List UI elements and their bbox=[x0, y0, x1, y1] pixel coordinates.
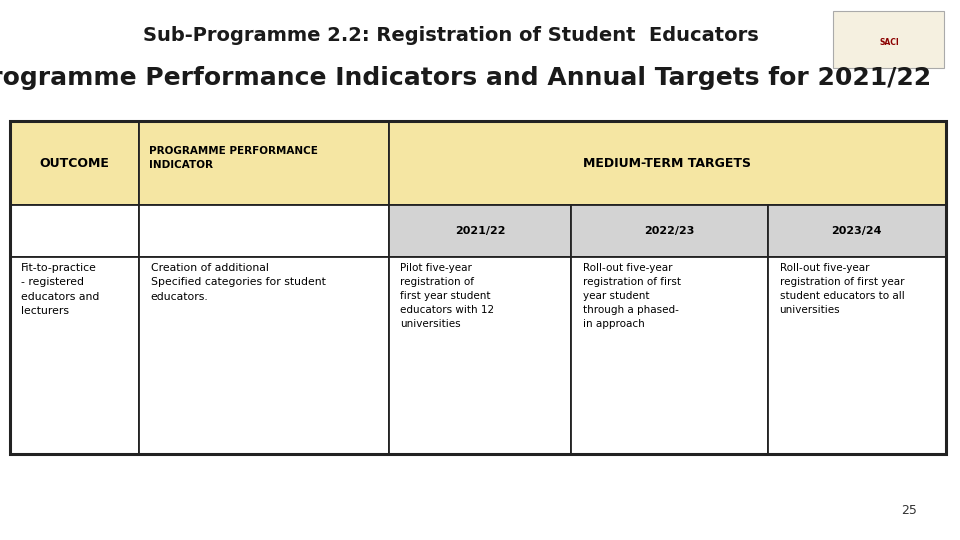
Bar bbox=[139, 122, 389, 205]
Text: Sub-Programme 2.2: Registration of Student  Educators: Sub-Programme 2.2: Registration of Stude… bbox=[143, 25, 759, 45]
Bar bbox=[10, 122, 139, 205]
Bar bbox=[139, 256, 389, 454]
Text: OUTCOME: OUTCOME bbox=[39, 157, 109, 170]
Text: 2022/23: 2022/23 bbox=[644, 226, 695, 236]
Text: Fit-to-practice
- registered
educators and
lecturers: Fit-to-practice - registered educators a… bbox=[21, 263, 100, 316]
Text: Pilot five-year
registration of
first year student
educators with 12
universitie: Pilot five-year registration of first ye… bbox=[400, 263, 494, 329]
Text: Roll-out five-year
registration of first
year student
through a phased-
in appro: Roll-out five-year registration of first… bbox=[583, 263, 681, 329]
Bar bbox=[389, 205, 571, 256]
Bar bbox=[10, 122, 946, 454]
Text: SACI: SACI bbox=[879, 38, 899, 46]
Text: 25: 25 bbox=[900, 504, 917, 517]
Text: PROGRAMME PERFORMANCE
INDICATOR: PROGRAMME PERFORMANCE INDICATOR bbox=[149, 146, 318, 170]
Bar bbox=[10, 256, 139, 454]
Bar bbox=[833, 11, 944, 68]
Bar bbox=[768, 205, 946, 256]
Text: Creation of additional
Specified categories for student
educators.: Creation of additional Specified categor… bbox=[151, 263, 325, 302]
Bar bbox=[571, 256, 768, 454]
Bar bbox=[139, 205, 389, 256]
Text: 2021/22: 2021/22 bbox=[455, 226, 505, 236]
Text: Programme Performance Indicators and Annual Targets for 2021/22: Programme Performance Indicators and Ann… bbox=[0, 66, 931, 90]
Bar bbox=[10, 205, 139, 256]
Text: Roll-out five-year
registration of first year
student educators to all
universit: Roll-out five-year registration of first… bbox=[780, 263, 904, 315]
Text: 2023/24: 2023/24 bbox=[831, 226, 882, 236]
Text: MEDIUM-TERM TARGETS: MEDIUM-TERM TARGETS bbox=[584, 157, 752, 170]
Bar bbox=[768, 256, 946, 454]
Bar bbox=[389, 122, 946, 205]
Bar bbox=[571, 205, 768, 256]
Bar bbox=[389, 256, 571, 454]
